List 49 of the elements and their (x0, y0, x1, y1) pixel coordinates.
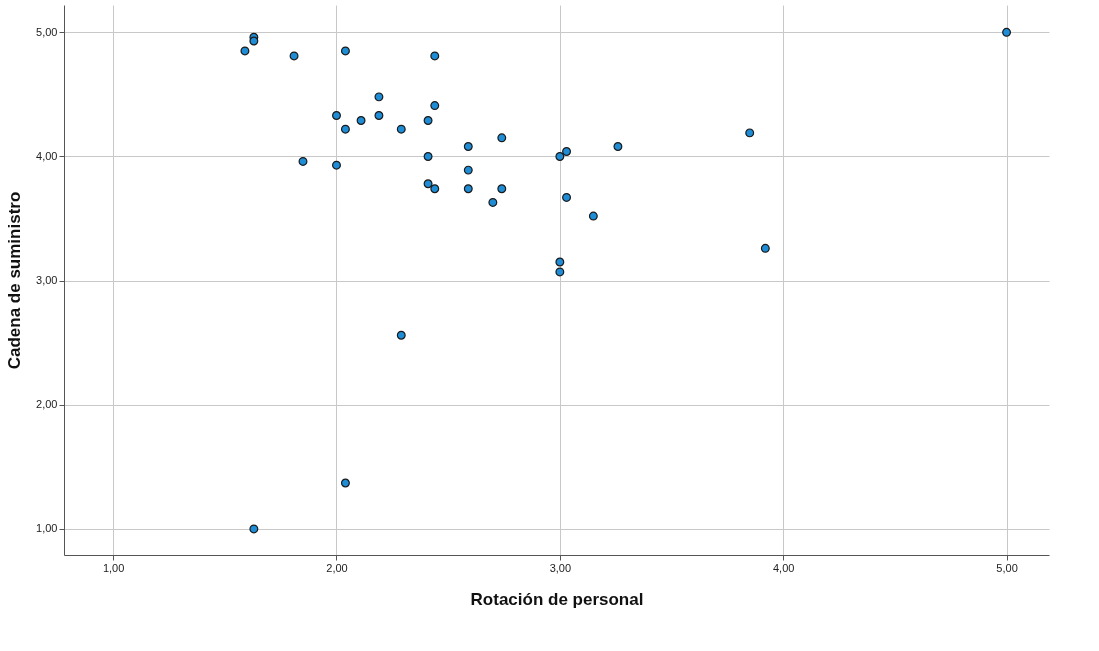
y-tick-label: 5,00 (36, 25, 58, 38)
point (745, 128, 755, 138)
point (562, 147, 572, 156)
point (497, 133, 507, 143)
point (488, 197, 498, 207)
point (423, 179, 433, 189)
point (1002, 27, 1012, 37)
y-tick-label: 4,00 (36, 149, 58, 162)
point (396, 330, 406, 340)
point (430, 51, 440, 61)
x-axis-title: Rotación de personal (470, 589, 644, 609)
y-tick-label: 3,00 (36, 274, 58, 287)
point (760, 243, 770, 253)
x-tick-label: 4,00 (773, 561, 795, 574)
y-tick-label: 2,00 (36, 398, 58, 411)
point (430, 184, 440, 194)
point (555, 267, 565, 277)
point (374, 111, 384, 120)
point (332, 160, 341, 170)
point (340, 124, 350, 134)
point (249, 36, 259, 46)
point (562, 192, 572, 202)
point (240, 46, 250, 56)
point (340, 478, 350, 488)
point (463, 165, 473, 175)
point (249, 524, 259, 534)
point (613, 142, 623, 151)
y-axis-title: Cadena de suministro (5, 191, 25, 370)
point (497, 184, 507, 194)
point (423, 152, 433, 161)
x-tick-label: 1,00 (102, 561, 125, 574)
point (332, 111, 341, 120)
point (340, 46, 350, 56)
point (555, 257, 565, 267)
point (396, 124, 406, 134)
point (555, 152, 565, 161)
point (463, 142, 473, 151)
x-tick-label: 5,00 (996, 561, 1018, 574)
point (463, 184, 473, 194)
point (298, 156, 308, 166)
y-tick-label: 1,00 (36, 522, 58, 535)
point (588, 211, 598, 221)
x-tick-label: 2,00 (326, 561, 348, 574)
point (423, 116, 433, 125)
point (356, 116, 366, 125)
x-tick-label: 3,00 (549, 561, 572, 574)
point (430, 101, 440, 111)
point (289, 51, 299, 61)
point (374, 92, 384, 102)
